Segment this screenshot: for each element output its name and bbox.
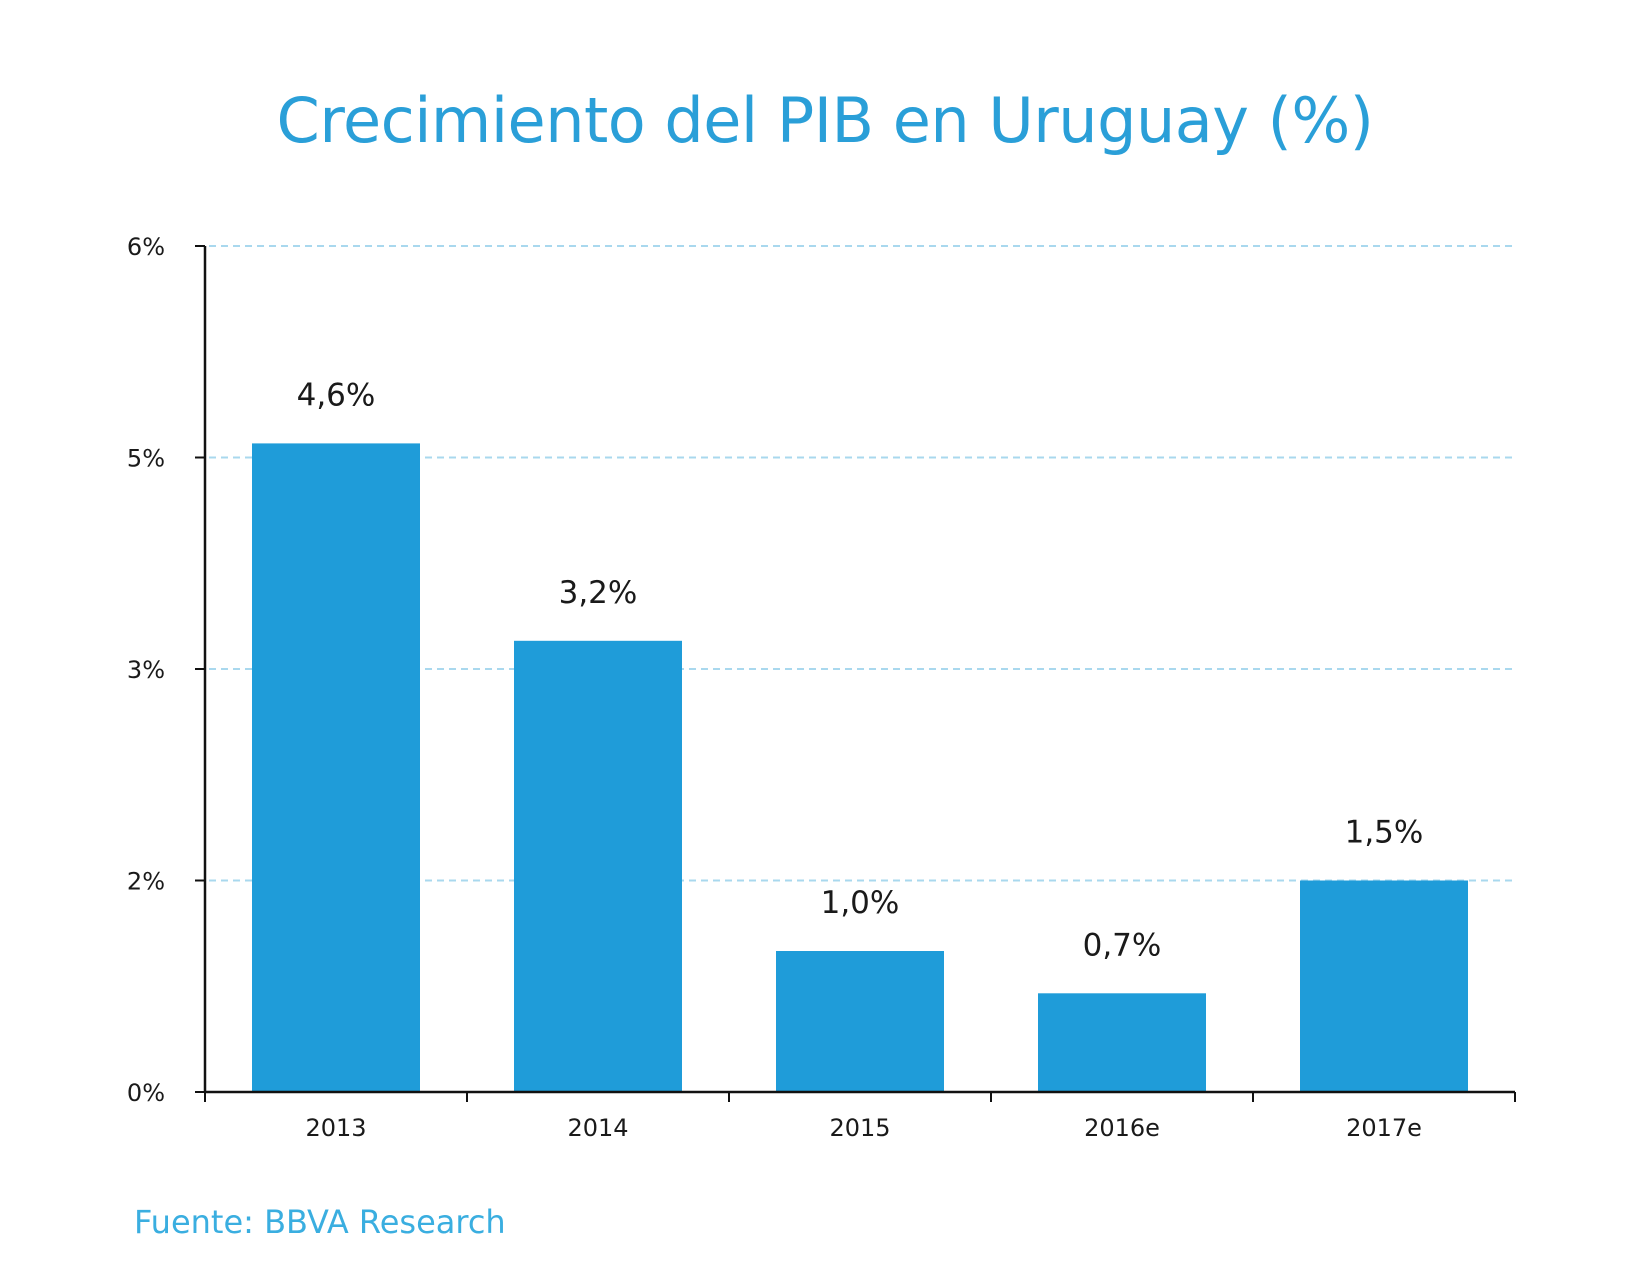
chart-title: Crecimiento del PIB en Uruguay (%) bbox=[276, 84, 1374, 157]
x-tick-label: 2017e bbox=[1346, 1114, 1422, 1142]
x-tick-label: 2014 bbox=[567, 1114, 628, 1142]
x-tick-label: 2013 bbox=[305, 1114, 366, 1142]
y-tick-label: 5% bbox=[127, 445, 165, 473]
y-tick-label: 6% bbox=[127, 233, 165, 261]
data-label: 3,2% bbox=[559, 575, 638, 611]
bar bbox=[1038, 993, 1206, 1092]
y-tick-label: 3% bbox=[127, 656, 165, 684]
y-tick-label: 2% bbox=[127, 868, 165, 896]
source-note: Fuente: BBVA Research bbox=[134, 1203, 506, 1241]
bar bbox=[514, 640, 682, 1092]
data-label: 4,6% bbox=[297, 377, 376, 413]
bar bbox=[252, 443, 420, 1092]
data-label: 0,7% bbox=[1083, 927, 1162, 963]
data-label: 1,5% bbox=[1345, 815, 1424, 851]
y-tick-label: 0% bbox=[127, 1079, 165, 1107]
x-tick-label: 2015 bbox=[829, 1114, 890, 1142]
x-tick-label: 2016e bbox=[1084, 1114, 1160, 1142]
bar bbox=[776, 951, 944, 1092]
bar bbox=[1300, 880, 1468, 1092]
data-label: 1,0% bbox=[821, 885, 900, 921]
